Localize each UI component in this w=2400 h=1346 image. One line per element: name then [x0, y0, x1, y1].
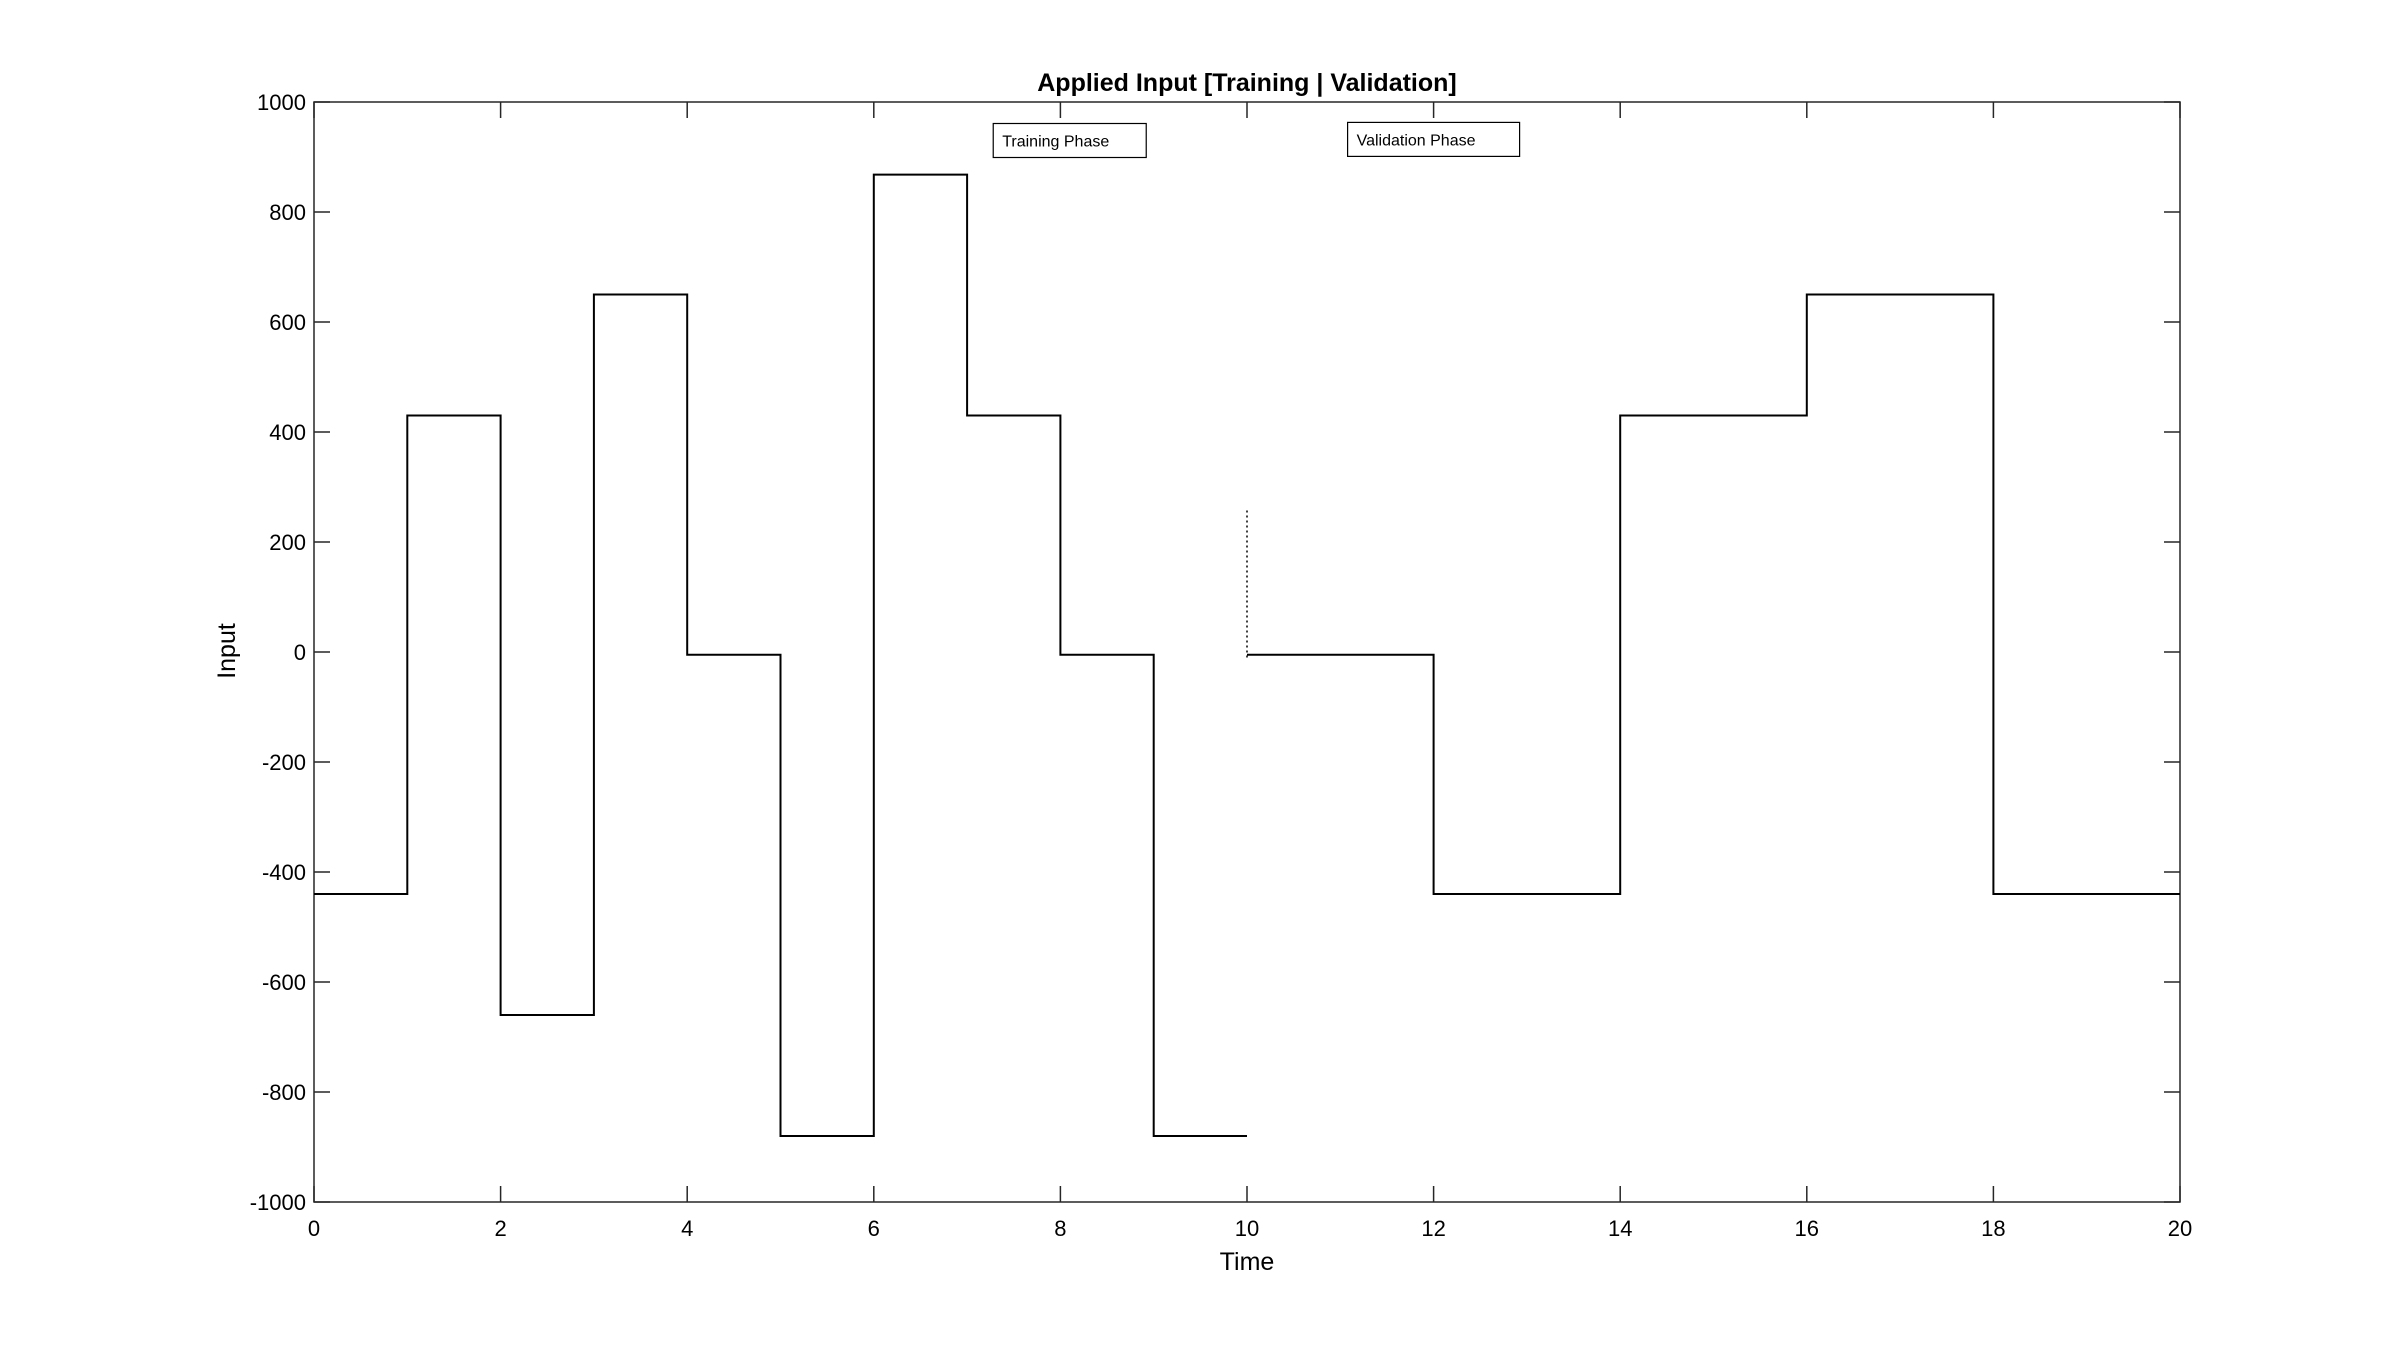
input-signal-line-1 — [314, 173, 1247, 1137]
x-tick-label: 2 — [494, 1216, 506, 1241]
x-tick-label: 18 — [1981, 1216, 2005, 1241]
y-tick-label: -200 — [262, 750, 306, 775]
annotation-label: Validation Phase — [1357, 132, 1476, 149]
y-tick-label: 1000 — [257, 90, 306, 115]
y-tick-label: 800 — [269, 200, 306, 225]
y-tick-label: -1000 — [250, 1190, 306, 1215]
y-tick-label: 400 — [269, 420, 306, 445]
x-tick-label: 12 — [1421, 1216, 1445, 1241]
annotation-box — [992, 122, 1147, 159]
x-tick-label: 14 — [1608, 1216, 1632, 1241]
y-tick-label: 600 — [269, 310, 306, 335]
y-tick-label: -400 — [262, 860, 306, 885]
y-tick-label: -600 — [262, 970, 306, 995]
y-tick-label: 0 — [294, 640, 306, 665]
x-tick-label: 20 — [2168, 1216, 2192, 1241]
chart-title: Applied Input [Training | Validation] — [1037, 69, 1456, 97]
x-tick-label: 4 — [681, 1216, 693, 1241]
x-tick-label: 0 — [308, 1216, 320, 1241]
x-tick-label: 6 — [868, 1216, 880, 1241]
x-tick-label: 8 — [1054, 1216, 1066, 1241]
plot-area: 0 2 4 6 8 10 12 14 16 18 20 1000 800 600 400 200 0 -200 -4… — [250, 90, 2193, 1241]
x-tick-label: 10 — [1235, 1216, 1259, 1241]
y-tick-label: -800 — [262, 1080, 306, 1105]
x-tick-label: 16 — [1795, 1216, 1819, 1241]
y-tick-label: 200 — [269, 530, 306, 555]
annotation-box — [1346, 121, 1521, 158]
x-axis-label: Time — [1220, 1248, 1275, 1276]
annotation-label: Training Phase — [1002, 134, 1109, 151]
input-signal-line-3 — [1247, 293, 2180, 895]
y-axis-label: Input — [213, 623, 241, 679]
